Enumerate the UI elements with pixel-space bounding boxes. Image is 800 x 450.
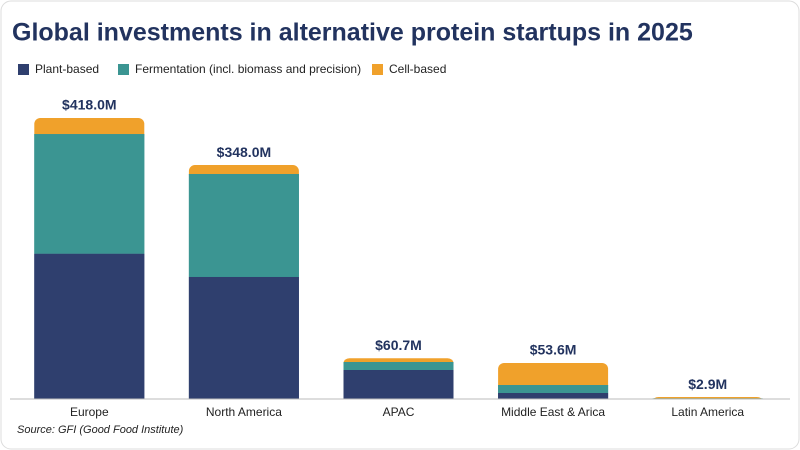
baseline-cover [651, 399, 764, 407]
bar-segment-cover [34, 253, 145, 399]
bar-segment-cover [498, 393, 609, 399]
x-tick-label: North America [206, 405, 282, 419]
legend-label: Plant-based [35, 62, 99, 76]
x-tick-label: Middle East & Arica [501, 405, 605, 419]
total-label: $2.9M [688, 376, 727, 392]
bar-segment-cover [188, 276, 299, 399]
total-label: $418.0M [62, 97, 116, 113]
total-label: $348.0M [217, 144, 271, 160]
x-tick-label: Latin America [671, 405, 744, 419]
baseline-cover [33, 399, 146, 407]
bar-segment-cover [188, 173, 299, 277]
legend-swatch [118, 64, 129, 75]
x-tick-label: Europe [70, 405, 109, 419]
baseline-cover [342, 399, 455, 407]
baseline-cover [497, 399, 610, 407]
bar-segment-cover [343, 370, 454, 399]
total-label: $60.7M [375, 337, 422, 353]
x-tick-label: APAC [383, 405, 415, 419]
bar-segment-cover [498, 385, 609, 394]
legend-label: Cell-based [389, 62, 446, 76]
legend-label: Fermentation (incl. biomass and precisio… [135, 62, 361, 76]
legend-swatch [18, 64, 29, 75]
bar-segment-cover [343, 362, 454, 371]
baseline-cover [187, 399, 300, 407]
legend-swatch [372, 64, 383, 75]
chart-title: Global investments in alternative protei… [12, 19, 693, 47]
bar-segment-cover [34, 134, 145, 254]
bar-segment [498, 362, 609, 392]
legend: Plant-based Fermentation (incl. biomass a… [18, 62, 446, 76]
total-label: $53.6M [530, 342, 577, 358]
source: Source: GFI (Good Food Institute) [17, 424, 184, 436]
